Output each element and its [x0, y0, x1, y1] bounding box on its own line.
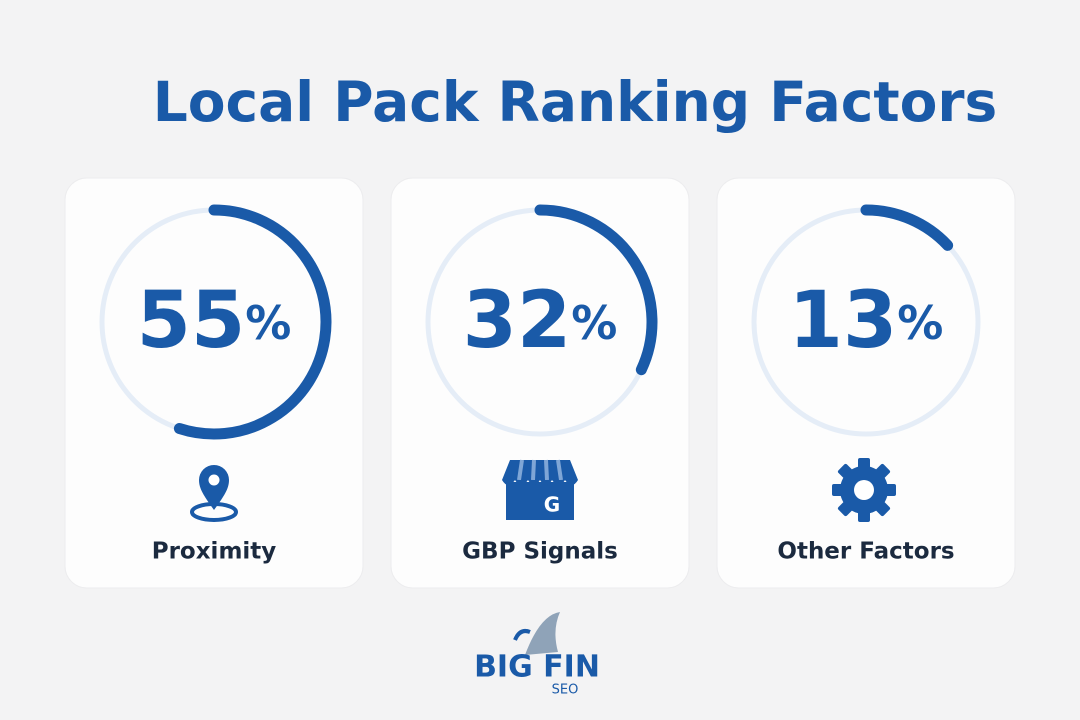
ring-arc — [173, 204, 332, 440]
value-unit: % — [571, 296, 617, 350]
card — [390, 177, 690, 589]
card — [716, 177, 1016, 589]
value-unit: % — [897, 296, 943, 350]
ring-arc — [534, 204, 658, 376]
chart-title: Local Pack Ranking Factors — [153, 70, 998, 134]
svg-text:G: G — [544, 493, 560, 517]
value-label: 13% — [789, 276, 944, 366]
category-label: Proximity — [152, 539, 277, 565]
value-number: 55 — [137, 276, 246, 366]
category-label: Other Factors — [777, 539, 954, 565]
value-label: 32% — [463, 276, 618, 366]
logo-tagline: SEO — [552, 683, 579, 698]
store-icon: G — [502, 459, 578, 520]
value-label: 55% — [137, 276, 292, 366]
value-number: 13 — [789, 276, 898, 366]
category-label: GBP Signals — [462, 539, 618, 565]
card — [64, 177, 364, 589]
gear-icon — [832, 458, 896, 522]
pin-icon — [190, 465, 238, 522]
ring-arc — [860, 204, 954, 251]
value-number: 32 — [463, 276, 572, 366]
logo-name: BIG FIN — [474, 650, 600, 685]
cards: 55% Proximity 32% GBP Signals 13% Other Facto… — [64, 177, 1016, 589]
logo: BIG FIN SEO — [474, 612, 600, 698]
value-unit: % — [245, 296, 291, 350]
